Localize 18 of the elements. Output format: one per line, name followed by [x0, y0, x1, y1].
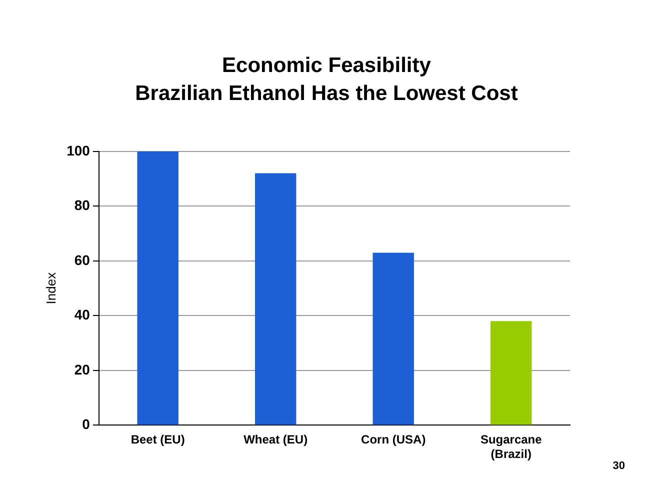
y-tick-label: 0 — [82, 416, 90, 432]
y-tick-label: 20 — [74, 361, 90, 378]
chart-title: Economic Feasibility — [221, 53, 432, 79]
x-tick-label: Wheat (EU) — [244, 432, 308, 447]
bar — [254, 173, 296, 425]
chart-subtitle: Brazilian Ethanol Has the Lowest Cost — [134, 81, 519, 107]
y-tick-label: 60 — [74, 252, 90, 268]
bar — [137, 151, 178, 425]
bar — [490, 321, 532, 425]
bar — [372, 252, 414, 425]
x-tick-label: Beet (EU) — [130, 432, 185, 447]
x-tick-label: Sugarcane (Brazil) — [480, 432, 542, 462]
y-tick-label: 100 — [66, 142, 90, 158]
text: 30 — [612, 460, 625, 472]
y-axis-title: Index — [43, 272, 58, 304]
y-tick-label: 80 — [74, 197, 90, 214]
y-tick-label: 40 — [74, 306, 90, 323]
x-tick-label: Corn (USA) — [361, 432, 426, 447]
